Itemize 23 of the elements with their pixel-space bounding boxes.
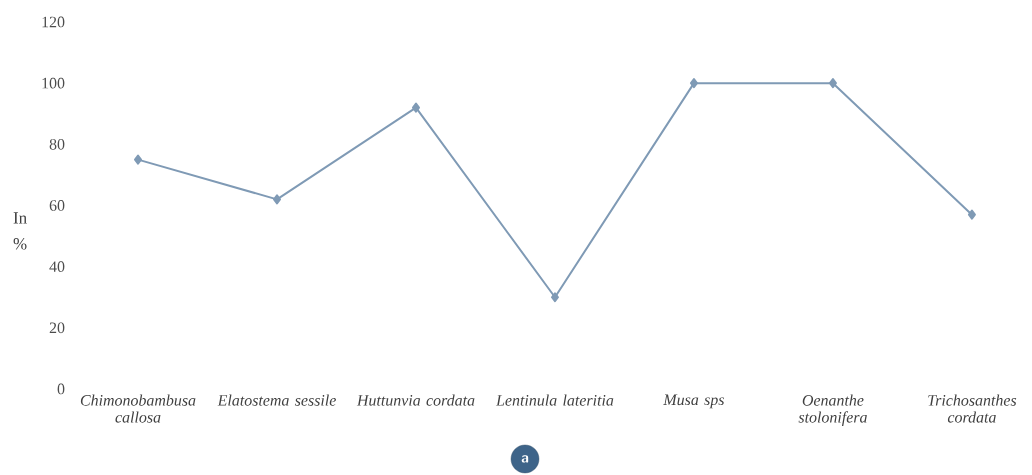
x-tick-label: Musa sps — [663, 394, 725, 409]
point — [689, 78, 698, 89]
x-tick-label: Trichosanthes cordata — [928, 394, 1017, 423]
y-tick-label: 120 — [42, 16, 65, 28]
y-tick-label: 80 — [49, 138, 65, 150]
y-tick-label: 60 — [49, 200, 65, 211]
y-axis-title: In % — [13, 212, 27, 250]
y-tick-label: 40 — [49, 261, 65, 273]
text: a — [521, 455, 529, 463]
point — [828, 78, 837, 89]
point — [967, 209, 976, 220]
x-tick-label: Lentinula lateritia — [495, 394, 614, 406]
point — [273, 194, 281, 205]
x-tick-label: Chimonobambusa callosa — [80, 394, 196, 423]
y-tick-label: 20 — [49, 322, 65, 334]
point — [550, 292, 559, 303]
x-tick-label: Elatostema sessile — [217, 394, 336, 406]
y-tick-label: 100 — [42, 77, 65, 89]
point — [411, 102, 420, 113]
point — [134, 154, 143, 165]
y-tick-label: 0 — [57, 383, 65, 395]
x-tick-label: Huttunvia cordata — [356, 394, 475, 406]
x-tick-label: Oenanthe stolonifera — [798, 394, 867, 426]
